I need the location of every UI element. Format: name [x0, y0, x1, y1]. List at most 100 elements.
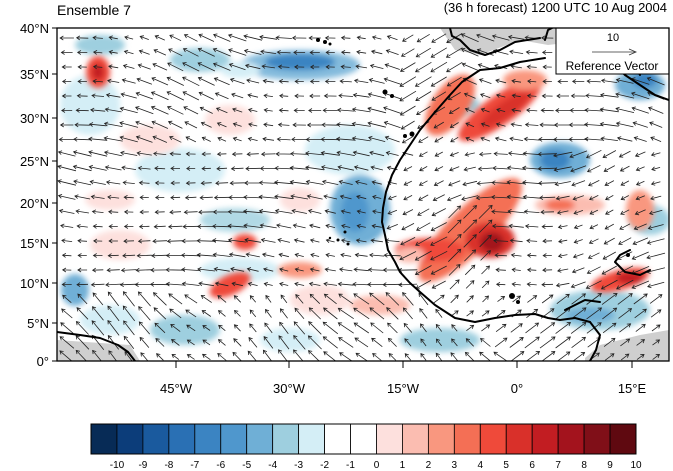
- wind-vector-arrow: [431, 91, 447, 101]
- wind-vector-arrow: [572, 253, 584, 259]
- wind-vector-arrow: [258, 180, 278, 186]
- wind-vector-arrow: [260, 237, 276, 243]
- wind-vector-arrow: [61, 267, 72, 273]
- wind-vector-arrow: [58, 208, 75, 214]
- wind-vector-arrow: [185, 151, 196, 157]
- wind-vector-arrow: [123, 49, 134, 55]
- wind-vector-arrow: [430, 250, 448, 261]
- wind-vector-arrow: [526, 107, 538, 113]
- wind-vector-arrow: [213, 195, 230, 200]
- wind-vector-arrow: [198, 33, 215, 42]
- wind-vector-arrow: [264, 322, 273, 334]
- wind-vector-arrow: [337, 307, 354, 320]
- wind-vector-arrow: [91, 209, 104, 215]
- reference-vector-label: Reference Vector: [566, 59, 659, 73]
- wind-vector-arrow: [553, 151, 573, 158]
- wind-vector-arrow: [542, 267, 553, 273]
- wind-vector-arrow: [228, 252, 246, 258]
- wind-vector-arrow: [217, 310, 226, 317]
- wind-vector-arrow: [432, 194, 445, 202]
- wind-vector-arrow: [59, 35, 74, 41]
- colorbar-swatch: [246, 423, 274, 455]
- wind-vector-arrow: [74, 194, 91, 200]
- wind-vector-arrow: [403, 180, 412, 186]
- colorbar-label: 7: [555, 460, 561, 471]
- wind-vector-arrow: [600, 279, 618, 290]
- wind-vector-arrow: [183, 34, 198, 42]
- wind-vector-arrow: [120, 92, 137, 99]
- wind-vector-arrow: [230, 266, 245, 272]
- wind-vector-arrow: [370, 49, 383, 55]
- wind-vector-arrow: [340, 35, 351, 41]
- wind-vector-arrow: [291, 137, 308, 142]
- wind-vector-arrow: [211, 238, 232, 243]
- colorbar-label: -9: [138, 460, 147, 471]
- wind-vector-arrow: [217, 353, 227, 361]
- colorbar-label: -6: [216, 460, 225, 471]
- wind-vector-arrow: [353, 165, 369, 171]
- wind-vector-arrow: [481, 280, 490, 289]
- colorbar-swatch: [505, 423, 533, 455]
- wind-vector-arrow: [634, 151, 646, 158]
- wind-vector-arrow: [509, 136, 524, 142]
- wind-vector-arrow: [138, 321, 151, 335]
- wind-vector-arrow: [353, 267, 369, 272]
- wind-vector-arrow: [523, 209, 540, 215]
- wind-vector-arrow: [320, 150, 340, 156]
- wind-vector-arrow: [401, 135, 414, 144]
- wind-vector-arrow: [573, 210, 584, 215]
- wind-vector-arrow: [399, 62, 416, 72]
- wind-vector-arrow: [449, 166, 460, 172]
- wind-vector-arrow: [615, 92, 635, 99]
- wind-vector-arrow: [495, 122, 506, 127]
- wind-vector-arrow: [601, 292, 618, 305]
- wind-vector-arrow: [572, 351, 586, 361]
- wind-vector-arrow: [431, 33, 447, 43]
- wind-vector-arrow: [337, 165, 354, 171]
- wind-vector-arrow: [571, 79, 585, 84]
- wind-vector-arrow: [308, 281, 321, 287]
- wind-vector-arrow: [586, 266, 601, 274]
- wind-vector-arrow: [138, 180, 150, 186]
- wind-vector-arrow: [620, 353, 630, 361]
- wind-vector-arrow: [260, 49, 277, 55]
- wind-vector-arrow: [247, 136, 258, 142]
- wind-vector-arrow: [337, 281, 354, 287]
- wind-vector-arrow: [356, 223, 366, 229]
- colorbar-swatch: [557, 423, 585, 455]
- wind-vector-arrow: [368, 78, 385, 84]
- wind-vector-arrow: [325, 238, 335, 243]
- wind-vector-arrow: [213, 266, 230, 272]
- wind-vector-arrow: [323, 307, 338, 320]
- wind-vector-arrow: [227, 237, 247, 243]
- wind-vector-arrow: [233, 324, 241, 332]
- wind-vector-arrow: [451, 338, 458, 347]
- wind-vector-arrow: [92, 253, 103, 258]
- wind-vector-arrow: [478, 78, 492, 84]
- wind-vector-arrow: [526, 238, 538, 244]
- wind-vector-arrow: [353, 322, 370, 334]
- wind-vector-arrow: [571, 336, 586, 349]
- longitude-axis: 45°W 30°W 15°W 0° 15°E: [160, 361, 646, 396]
- wind-vector-arrow: [403, 322, 413, 333]
- wind-vector-arrow: [633, 293, 648, 305]
- wind-vector-arrow: [602, 307, 618, 320]
- wind-vector-arrow: [243, 48, 262, 55]
- wind-vector-arrow: [353, 293, 370, 305]
- wind-vector-arrow: [651, 324, 661, 332]
- wind-vector-arrow: [196, 252, 216, 258]
- wind-vector-arrow: [367, 106, 387, 114]
- wind-vector-arrow: [356, 35, 366, 41]
- wind-vector-arrow: [646, 238, 665, 245]
- wind-vector-arrow: [433, 121, 445, 129]
- wind-vector-arrow: [356, 209, 366, 214]
- colorbar-swatch: [220, 423, 248, 455]
- wind-vector-arrow: [76, 307, 89, 320]
- wind-vector-arrow: [446, 194, 462, 202]
- wind-vector-arrow: [322, 321, 339, 335]
- wind-vector-arrow: [522, 180, 542, 185]
- wind-vector-arrow: [107, 291, 120, 307]
- wind-vector-arrow: [340, 238, 351, 243]
- wind-vector-arrow: [367, 121, 386, 128]
- wind-vector-arrow: [634, 209, 646, 216]
